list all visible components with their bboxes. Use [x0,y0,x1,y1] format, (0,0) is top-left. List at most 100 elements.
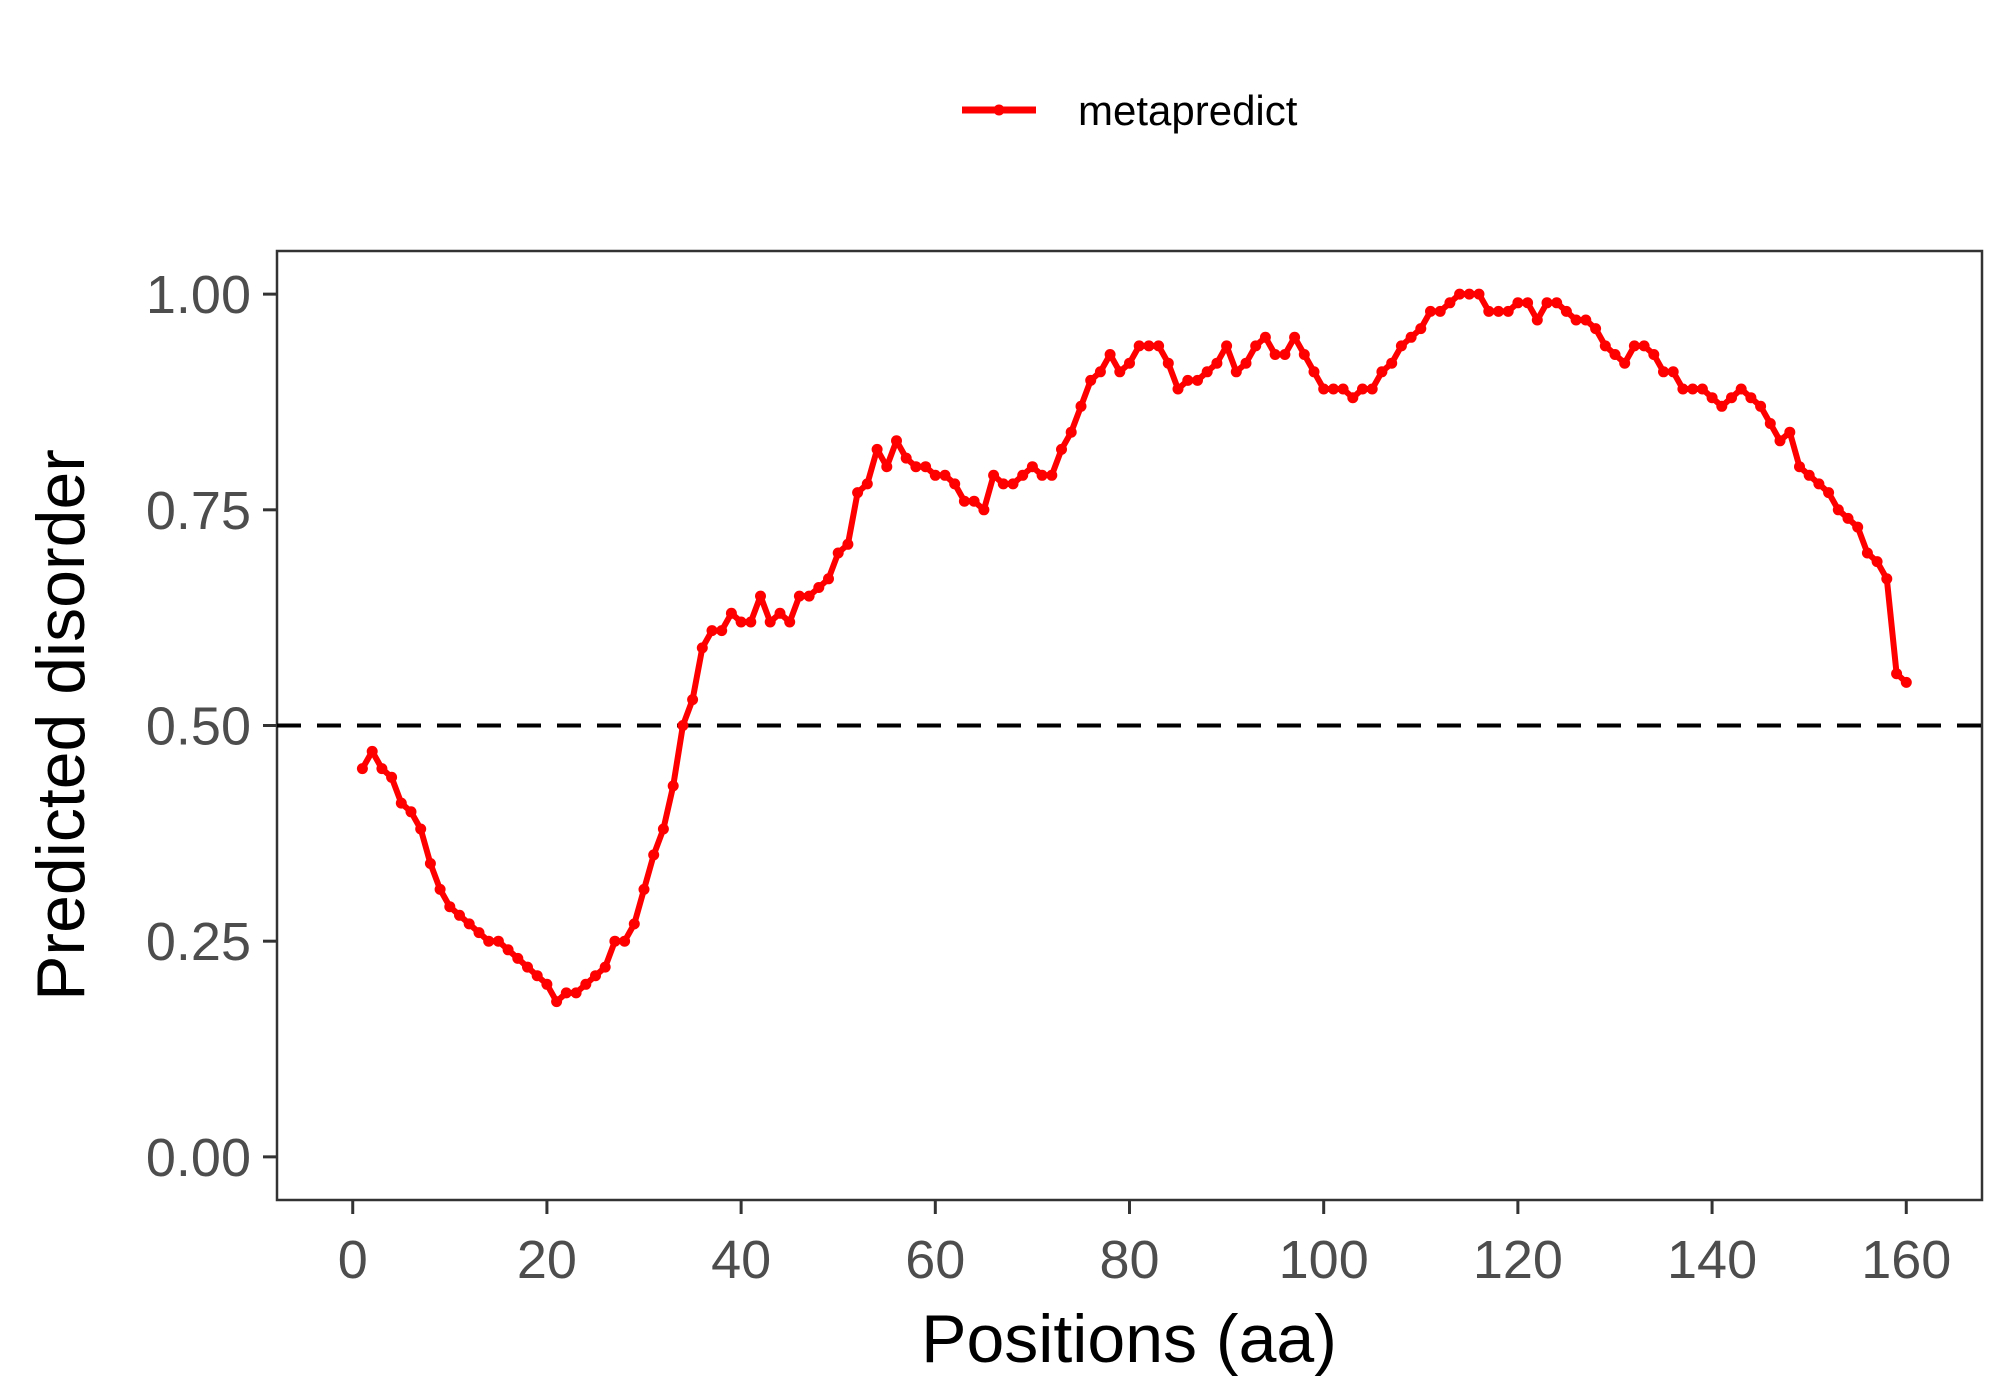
data-point [1522,297,1534,309]
data-point [696,642,708,654]
data-point [1560,305,1572,317]
data-point [1075,400,1087,412]
data-point [745,616,757,628]
data-point [1483,305,1495,317]
x-tick-label: 40 [711,1230,771,1290]
data-point [1347,392,1359,404]
data-point [1687,383,1699,395]
data-point [1813,478,1825,490]
data-point [1133,340,1145,352]
data-point [1143,340,1155,352]
data-point [725,607,737,619]
x-axis-title: Positions (aa) [921,1301,1337,1377]
data-point [1609,349,1621,360]
data-point [1337,383,1349,395]
legend-label-metapredict: metapredict [1078,87,1298,134]
data-point [1794,461,1805,473]
data-point [1425,305,1436,317]
data-point [1842,512,1854,524]
data-point [1852,521,1864,533]
data-point [774,607,786,619]
data-point [1745,392,1757,404]
data-point [541,978,553,990]
data-point [1784,426,1796,438]
data-point [1017,469,1029,481]
data-point [997,478,1009,490]
x-tick-label: 140 [1667,1230,1757,1290]
y-tick-label: 0.50 [146,697,251,757]
y-tick-label: 0.25 [146,912,251,972]
data-point [1046,469,1058,481]
data-point [842,538,854,550]
data-point [1658,366,1669,378]
points-layer [356,288,1912,1008]
data-point [1706,392,1718,404]
data-point [784,616,796,628]
legend-key-point [993,104,1005,116]
y-tick-label: 0.75 [146,481,251,541]
data-point [1803,469,1815,481]
data-point [531,970,543,982]
data-point [1153,340,1165,352]
data-point [1735,383,1747,395]
data-point [1541,297,1553,309]
data-point [988,469,1000,481]
data-point [1444,297,1456,309]
data-point [1502,305,1514,317]
data-point [424,858,436,869]
data-point [648,849,660,861]
data-point [861,478,873,490]
data-point [1823,487,1835,499]
data-point [1891,668,1903,680]
x-tick-label: 160 [1861,1230,1951,1290]
data-point [434,883,446,895]
data-point [1861,547,1873,559]
data-point [366,745,378,757]
data-point [1279,349,1291,360]
data-point [852,487,864,499]
data-point [1551,297,1563,309]
y-axis: 0.00 0.25 0.50 0.75 1.00 [146,265,277,1188]
x-tick-label: 0 [338,1230,368,1290]
data-point [1259,331,1271,343]
data-point [755,590,766,602]
data-point [386,771,398,783]
data-point [1628,340,1640,352]
data-point [958,495,970,507]
data-point [949,478,961,490]
data-point [1240,357,1252,369]
data-point [1900,676,1912,688]
data-point [628,918,640,930]
data-point [1250,340,1262,352]
data-point [1065,426,1077,438]
data-point [1832,504,1844,516]
data-point [1716,400,1728,412]
data-point [1094,366,1106,378]
data-point [803,590,815,602]
data-point [1376,366,1388,378]
data-point [1531,314,1543,326]
data-point [376,763,388,775]
data-point [1289,331,1301,343]
data-point [1881,573,1893,585]
data-point [900,452,912,464]
data-point [978,504,990,516]
data-point [638,883,650,895]
data-point [706,625,718,637]
data-point [1871,556,1883,568]
data-point [1026,461,1038,473]
data-point [1434,305,1446,317]
data-point [687,694,699,706]
x-tick-label: 100 [1279,1230,1369,1290]
data-point [1619,357,1631,369]
data-point [832,547,844,559]
y-tick-label: 1.00 [146,265,251,325]
x-tick-label: 120 [1473,1230,1563,1290]
data-point [356,763,368,775]
data-point [551,996,563,1008]
data-point [1114,366,1126,378]
data-point [1764,418,1776,429]
data-point [1124,357,1135,369]
data-point [395,797,407,809]
data-point [1454,288,1466,300]
